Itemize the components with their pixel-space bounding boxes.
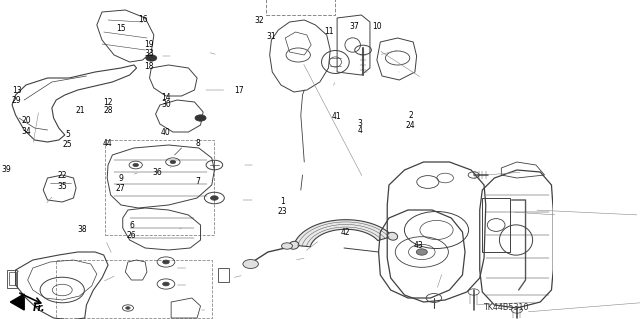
Text: 2
24: 2 24 bbox=[406, 111, 415, 130]
Text: 9: 9 bbox=[118, 174, 123, 183]
Polygon shape bbox=[294, 220, 392, 247]
Text: TK44B5310: TK44B5310 bbox=[483, 303, 529, 313]
Text: 28: 28 bbox=[103, 106, 113, 115]
Circle shape bbox=[133, 163, 138, 167]
Circle shape bbox=[163, 282, 169, 286]
Bar bbox=[266, 0, 335, 15]
Text: 32: 32 bbox=[254, 16, 264, 25]
Circle shape bbox=[163, 260, 169, 264]
Bar bbox=[106, 140, 214, 235]
Text: 37: 37 bbox=[349, 22, 359, 31]
Text: 31: 31 bbox=[266, 32, 276, 41]
Text: 14: 14 bbox=[161, 93, 171, 102]
Text: 22
35: 22 35 bbox=[58, 172, 67, 191]
Text: 8: 8 bbox=[196, 139, 200, 148]
Text: 1
23: 1 23 bbox=[277, 197, 287, 216]
Text: 36: 36 bbox=[153, 168, 163, 177]
Ellipse shape bbox=[289, 241, 299, 249]
Circle shape bbox=[146, 55, 157, 61]
Text: 11: 11 bbox=[324, 27, 333, 36]
Polygon shape bbox=[10, 294, 24, 310]
Text: 3: 3 bbox=[357, 119, 362, 128]
Text: 30: 30 bbox=[161, 100, 171, 109]
Circle shape bbox=[195, 115, 206, 121]
Text: 6
26: 6 26 bbox=[127, 221, 136, 240]
Text: 44: 44 bbox=[103, 139, 113, 148]
Text: 27: 27 bbox=[116, 184, 125, 193]
Bar bbox=[9, 272, 15, 285]
Text: 38: 38 bbox=[77, 225, 86, 234]
Circle shape bbox=[243, 260, 259, 269]
Text: 15: 15 bbox=[116, 24, 125, 33]
Text: 16: 16 bbox=[138, 15, 148, 24]
Text: 13
29: 13 29 bbox=[12, 86, 21, 105]
Text: 4: 4 bbox=[357, 126, 362, 135]
Text: 21: 21 bbox=[76, 106, 85, 115]
Text: 39: 39 bbox=[2, 165, 12, 174]
Text: 41: 41 bbox=[332, 112, 341, 121]
Text: 5
25: 5 25 bbox=[63, 130, 72, 149]
Circle shape bbox=[125, 307, 130, 309]
Text: 20
34: 20 34 bbox=[22, 116, 31, 136]
Text: 10: 10 bbox=[372, 22, 382, 31]
Text: 43: 43 bbox=[413, 241, 423, 250]
Text: 12: 12 bbox=[103, 98, 113, 107]
Text: Fr.: Fr. bbox=[33, 303, 45, 313]
Circle shape bbox=[282, 243, 292, 249]
Circle shape bbox=[170, 160, 175, 164]
Text: 40: 40 bbox=[161, 128, 171, 137]
Text: 33: 33 bbox=[145, 49, 154, 58]
Ellipse shape bbox=[388, 232, 397, 240]
Text: 18: 18 bbox=[145, 63, 154, 71]
Text: 17: 17 bbox=[234, 86, 244, 95]
Circle shape bbox=[211, 196, 218, 200]
Text: 19: 19 bbox=[145, 40, 154, 49]
Bar bbox=[56, 260, 212, 318]
Text: 42: 42 bbox=[340, 228, 350, 237]
Text: 7: 7 bbox=[196, 177, 200, 186]
Circle shape bbox=[416, 249, 428, 255]
